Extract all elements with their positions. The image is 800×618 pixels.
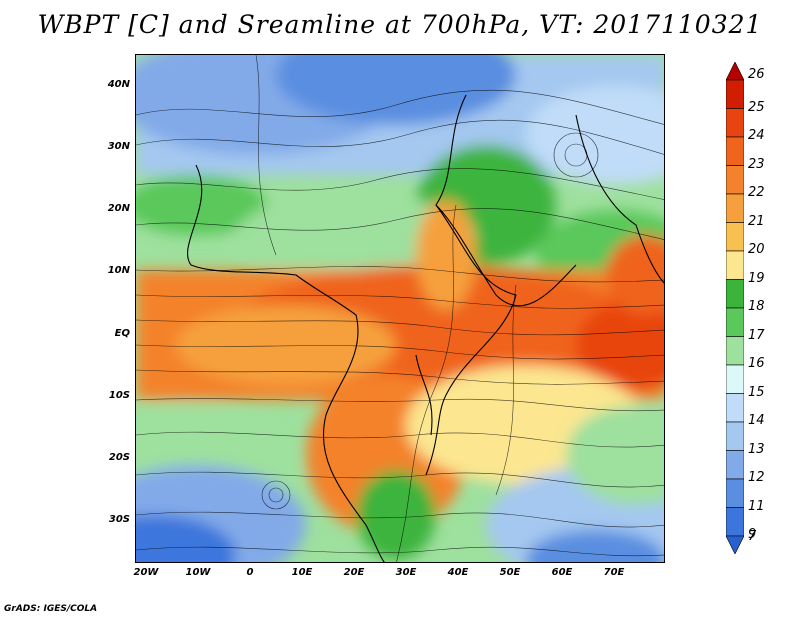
colorbar-label: 14 [748, 413, 765, 428]
colorbar-arrow-top [725, 61, 745, 81]
lon-label-70e: 70E [603, 567, 625, 578]
colorbar-label: 17 [748, 327, 765, 343]
colorbar-label: 20 [748, 242, 765, 257]
lon-label-60e: 60E [551, 567, 573, 578]
colorbar-segment [725, 450, 745, 480]
colorbar-label: 16 [748, 356, 765, 371]
colorbar-label: 11 [748, 498, 765, 514]
colorbar-arrow-bottom [725, 535, 745, 555]
wbpt-field [136, 55, 664, 562]
colorbar-label: 9 [748, 527, 757, 542]
lon-label-40e: 40E [447, 567, 469, 578]
lat-label-20s: 20S [108, 452, 130, 463]
colorbar-segment [725, 136, 745, 166]
lon-label-0: 0 [246, 567, 254, 578]
colorbar-segment [725, 279, 745, 309]
colorbar-segment [725, 393, 745, 423]
colorbar-segment [725, 222, 745, 252]
coastlines [187, 94, 664, 562]
lat-label-10n: 10N [107, 265, 130, 276]
colorbar-label: 24 [748, 128, 765, 143]
streamlines [136, 55, 664, 562]
lat-label-30n: 30N [107, 141, 130, 152]
colorbar-label: 12 [748, 470, 765, 485]
colorbar-label: 18 [748, 299, 765, 314]
lat-label-eq: EQ [114, 328, 130, 339]
colorbar-segment [725, 250, 745, 280]
colorbar-label: 23 [748, 156, 765, 172]
colorbar-label: 7 [748, 529, 757, 544]
colorbar-label: 13 [748, 441, 765, 457]
colorbar-segment [725, 336, 745, 366]
lon-label-10e: 10E [291, 567, 313, 578]
colorbar-segment [725, 165, 745, 195]
colorbar-label: 21 [748, 213, 765, 229]
colorbar [725, 61, 745, 555]
map-title: WBPT [C] and Sreamline at 700hPa, VT: 20… [37, 10, 763, 39]
colorbar-segment [725, 478, 745, 508]
colorbar-segment [725, 421, 745, 451]
weather-map [135, 54, 665, 563]
colorbar-segment [725, 507, 745, 537]
colorbar-label: 22 [748, 185, 765, 200]
colorbar-segment [725, 108, 745, 138]
lon-label-20e: 20E [343, 567, 365, 578]
colorbar-label: 25 [748, 99, 765, 115]
lon-label-50e: 50E [499, 567, 521, 578]
colorbar-label: 19 [748, 270, 765, 286]
lon-label-20w: 20W [133, 567, 159, 578]
lat-label-10s: 10S [108, 390, 130, 401]
colorbar-segment [725, 193, 745, 223]
lat-label-40n: 40N [107, 79, 130, 90]
lon-label-10w: 10W [185, 567, 211, 578]
colorbar-segment [725, 79, 745, 109]
colorbar-label: 26 [748, 67, 765, 82]
credit-text: GrADS: IGES/COLA [4, 604, 98, 614]
colorbar-segment [725, 307, 745, 337]
lat-label-30s: 30S [108, 514, 130, 525]
lon-label-30e: 30E [395, 567, 417, 578]
colorbar-label: 15 [748, 384, 765, 400]
colorbar-segment [725, 364, 745, 394]
lat-label-20n: 20N [107, 203, 130, 214]
